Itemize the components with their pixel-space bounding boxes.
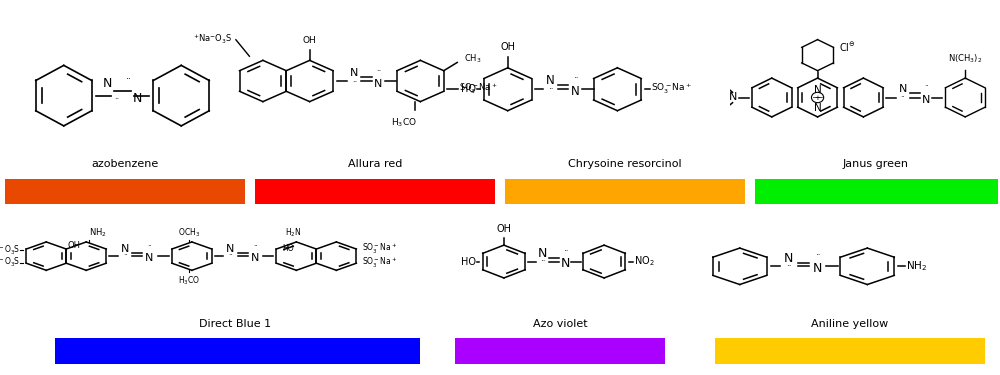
Text: N: N bbox=[251, 253, 259, 263]
Text: N: N bbox=[814, 103, 821, 113]
Text: OH: OH bbox=[500, 42, 515, 52]
Text: H$_2$N: H$_2$N bbox=[285, 227, 302, 239]
Text: N: N bbox=[560, 257, 570, 270]
Text: NH$_2$: NH$_2$ bbox=[89, 227, 107, 239]
Text: OH: OH bbox=[496, 224, 511, 234]
Text: ¨: ¨ bbox=[123, 254, 127, 263]
Bar bbox=[455, 338, 665, 364]
Text: ¨: ¨ bbox=[548, 88, 552, 98]
Text: ¨: ¨ bbox=[352, 81, 356, 90]
Text: HO: HO bbox=[282, 244, 294, 253]
Text: Aniline yellow: Aniline yellow bbox=[811, 319, 889, 329]
Text: H$_3$CO: H$_3$CO bbox=[391, 116, 417, 129]
Text: Cl$^{⊖}$: Cl$^{⊖}$ bbox=[839, 41, 855, 54]
Text: ¨: ¨ bbox=[786, 265, 791, 274]
Text: N: N bbox=[537, 247, 547, 260]
Text: N: N bbox=[571, 86, 579, 99]
Text: ¨: ¨ bbox=[901, 96, 905, 105]
Text: ¨: ¨ bbox=[376, 70, 380, 79]
Text: ¨: ¨ bbox=[228, 254, 232, 263]
Text: HO: HO bbox=[461, 84, 476, 94]
Text: N: N bbox=[784, 252, 793, 265]
Text: Chrysoine resorcinol: Chrysoine resorcinol bbox=[568, 159, 682, 170]
Text: N(CH$_3$)$_2$: N(CH$_3$)$_2$ bbox=[948, 53, 982, 65]
Bar bbox=[255, 179, 495, 204]
Text: N: N bbox=[546, 74, 554, 87]
Text: Allura red: Allura red bbox=[348, 159, 402, 170]
Text: OCH$_3$: OCH$_3$ bbox=[178, 227, 200, 239]
Text: CH$_3$: CH$_3$ bbox=[464, 53, 482, 65]
Text: SO$_3^-$Na$^+$: SO$_3^-$Na$^+$ bbox=[459, 82, 498, 96]
Text: N: N bbox=[121, 244, 129, 254]
Text: $^+$Na$^-$O$_3$S: $^+$Na$^-$O$_3$S bbox=[0, 243, 20, 256]
Text: N: N bbox=[350, 68, 358, 78]
Text: ¨: ¨ bbox=[924, 86, 928, 94]
Text: Janus green: Janus green bbox=[843, 159, 909, 170]
Text: N: N bbox=[729, 93, 738, 102]
Text: NO$_2$: NO$_2$ bbox=[634, 255, 655, 268]
Text: ¨: ¨ bbox=[573, 77, 577, 86]
Text: ¨: ¨ bbox=[114, 98, 119, 107]
Text: NH$_2$: NH$_2$ bbox=[906, 260, 927, 273]
Text: N: N bbox=[145, 253, 154, 263]
Text: azobenzene: azobenzene bbox=[91, 159, 159, 170]
Text: OH: OH bbox=[68, 242, 81, 250]
Text: SO$_3^-$Na$^+$: SO$_3^-$Na$^+$ bbox=[362, 256, 397, 270]
Bar bbox=[755, 179, 998, 204]
Text: $^+$Na$^-$O$_3$S: $^+$Na$^-$O$_3$S bbox=[0, 256, 20, 270]
Text: ¨: ¨ bbox=[540, 260, 544, 269]
Text: N: N bbox=[814, 85, 821, 95]
Text: N: N bbox=[813, 262, 822, 275]
Text: Direct Blue 1: Direct Blue 1 bbox=[199, 319, 271, 329]
Text: +: + bbox=[815, 94, 821, 100]
Text: ¨: ¨ bbox=[815, 255, 820, 264]
Text: ¨: ¨ bbox=[563, 250, 567, 259]
Text: N: N bbox=[103, 77, 112, 90]
Text: N: N bbox=[226, 244, 235, 254]
Text: HO: HO bbox=[461, 256, 476, 267]
Bar bbox=[55, 338, 420, 364]
Text: N: N bbox=[898, 84, 907, 94]
Text: N: N bbox=[374, 79, 382, 89]
Text: Azo violet: Azo violet bbox=[533, 319, 587, 329]
Text: N: N bbox=[922, 94, 930, 105]
Text: $^{+}$Na$^{-}$O$_3$S: $^{+}$Na$^{-}$O$_3$S bbox=[193, 33, 232, 46]
Bar bbox=[5, 179, 245, 204]
Text: N: N bbox=[132, 92, 142, 105]
Bar bbox=[505, 179, 745, 204]
Text: H$_3$CO: H$_3$CO bbox=[178, 274, 200, 287]
Text: ¨: ¨ bbox=[126, 78, 131, 88]
Text: OH: OH bbox=[303, 36, 317, 45]
Text: ¨: ¨ bbox=[148, 245, 151, 254]
Text: SO$_3^-$Na$^+$: SO$_3^-$Na$^+$ bbox=[651, 82, 692, 96]
Bar bbox=[715, 338, 985, 364]
Text: SO$_3^-$Na$^+$: SO$_3^-$Na$^+$ bbox=[362, 242, 397, 256]
Text: ¨: ¨ bbox=[253, 245, 257, 254]
